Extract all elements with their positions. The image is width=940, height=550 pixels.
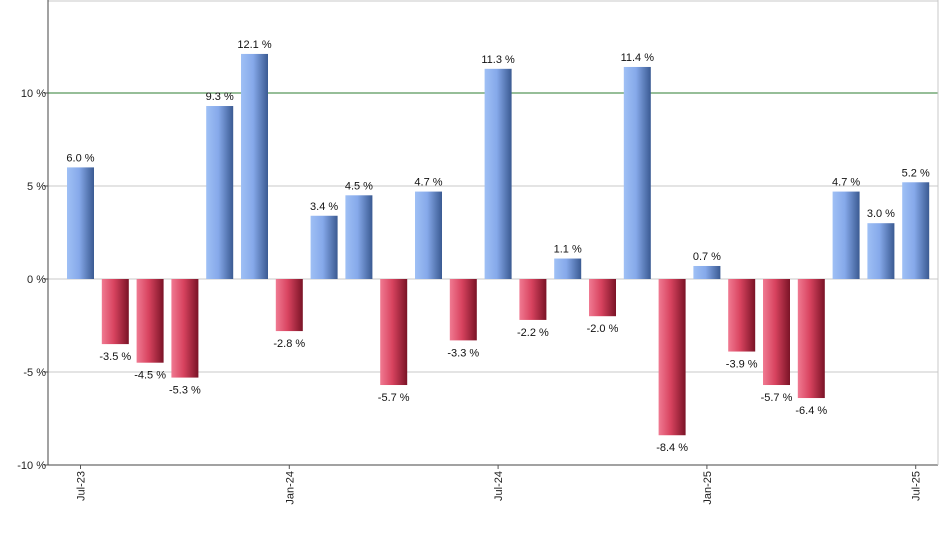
bar-jul-23 — [67, 167, 94, 279]
bar-jul-24 — [484, 68, 512, 279]
data-label: -3.5 % — [99, 351, 131, 363]
bar-nov-24 — [623, 66, 651, 280]
x-tick-label: Jul-23 — [76, 471, 88, 501]
bar-jun-24 — [449, 279, 477, 341]
bar-feb-24 — [310, 215, 338, 279]
data-label: 9.3 % — [206, 91, 234, 103]
bar-may-25 — [832, 191, 860, 279]
data-label: 0.7 % — [693, 251, 721, 263]
x-tick-label: Jan-25 — [702, 471, 714, 505]
bar-apr-24 — [380, 279, 408, 386]
bar-nov-23 — [206, 106, 234, 280]
data-label: -4.5 % — [134, 370, 166, 382]
bar-aug-23 — [101, 279, 129, 345]
bar-jul-25 — [902, 182, 930, 279]
data-label: -2.8 % — [273, 338, 305, 350]
bar-apr-25 — [797, 279, 825, 399]
bar-dec-23 — [241, 53, 268, 279]
data-label: -2.2 % — [517, 327, 549, 339]
bar-mar-25 — [763, 279, 790, 386]
y-tick-label: 10 % — [21, 88, 46, 100]
data-label: -6.4 % — [795, 405, 827, 417]
data-label: -5.7 % — [761, 392, 793, 404]
data-label: -2.0 % — [587, 323, 619, 335]
bar-jan-25 — [693, 265, 721, 279]
y-tick-label: -5 % — [23, 367, 46, 379]
data-label: 4.7 % — [832, 177, 860, 189]
data-label: 12.1 % — [237, 39, 271, 51]
bar-may-24 — [415, 191, 442, 279]
y-tick-label: 5 % — [27, 181, 46, 193]
data-label: -5.7 % — [378, 392, 410, 404]
data-label: 4.7 % — [414, 177, 442, 189]
y-tick-label: -10 % — [17, 460, 46, 472]
data-label: 3.0 % — [867, 208, 895, 220]
bar-oct-23 — [171, 279, 199, 378]
bar-jan-24 — [275, 279, 303, 332]
data-label: 11.3 % — [481, 54, 515, 66]
bar-dec-24 — [658, 279, 686, 436]
data-label: 1.1 % — [554, 244, 582, 256]
bar-feb-25 — [728, 279, 756, 352]
bar-sep-24 — [554, 258, 582, 279]
data-label: -8.4 % — [656, 442, 688, 454]
bars — [67, 53, 930, 436]
bar-oct-24 — [589, 279, 616, 317]
x-tick-label: Jan-24 — [284, 471, 296, 505]
y-tick-label: 0 % — [27, 274, 46, 286]
data-label: -5.3 % — [169, 385, 201, 397]
data-label: 5.2 % — [902, 167, 930, 179]
data-labels: 6.0 % -3.5 %-4.5 %-5.3 % 9.3 % 12.1 % -2.8 %… — [66, 39, 930, 454]
x-tick-label: Jul-25 — [911, 471, 923, 501]
axes: -10 % -5 % 0 % 5 % 10 % Jul-23 Jan-24 Jul-24 Jan… — [17, 0, 939, 505]
bar-mar-24 — [345, 195, 373, 279]
bar-jun-25 — [867, 223, 895, 279]
data-label: 4.5 % — [345, 180, 373, 192]
data-label: 3.4 % — [310, 201, 338, 213]
bar-aug-24 — [519, 279, 547, 320]
x-tick-label: Jul-24 — [493, 471, 505, 501]
bar-sep-23 — [136, 279, 164, 363]
data-label: 11.4 % — [621, 52, 655, 64]
data-label: 6.0 % — [66, 152, 94, 164]
data-label: -3.3 % — [447, 347, 479, 359]
data-label: -3.9 % — [726, 359, 758, 371]
